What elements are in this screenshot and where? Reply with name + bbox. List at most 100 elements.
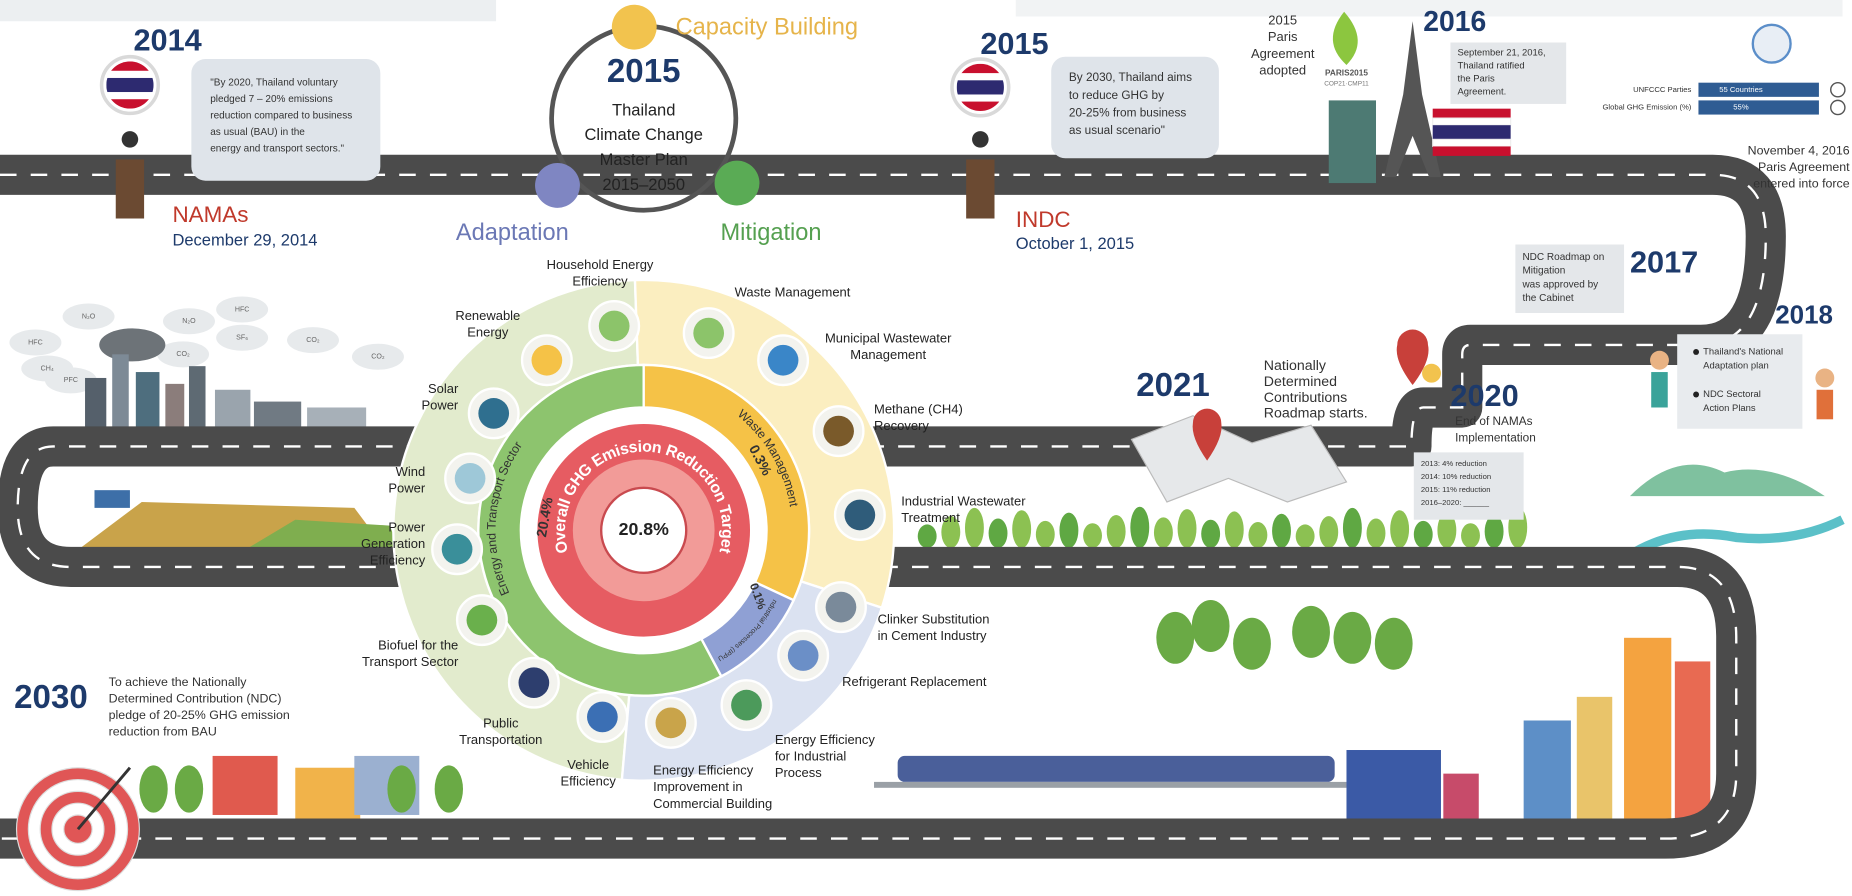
tractor [94,490,129,508]
measure-label: Transport Sector [362,654,459,669]
label: 2015 [607,53,681,90]
label: Capacity Building [676,15,858,41]
label: By 2030, Thailand aims [1069,70,1192,84]
measure-label: Renewable [455,308,520,323]
label: Adaptation plan [1703,361,1769,372]
tree [139,765,167,812]
park [1630,465,1825,496]
label: Agreement. [1458,87,1507,98]
label: 20-25% from business [1069,106,1186,120]
thai-flag-stripe [957,80,1004,94]
measure-label: Energy [467,325,509,340]
house [213,756,278,815]
measure-label: Industrial Wastewater [901,493,1026,508]
measure-icon-glyph [587,702,618,733]
cycle-dot [612,5,657,50]
measure-label: Vehicle [567,757,609,772]
measure-label: for Industrial [775,749,847,764]
label: End of NAMAs [1455,414,1532,428]
measure-label: Improvement in [653,779,742,794]
measure-icon-glyph [599,311,630,342]
person [1650,351,1669,370]
label: Paris Agreement [1758,160,1850,174]
pollutant-label: HFC [235,305,250,313]
label: Climate Change [584,125,702,144]
podium [966,159,994,218]
tree [1192,600,1230,652]
measure-icon-glyph [731,690,762,721]
tree [1319,516,1338,548]
page-body: { "nama": {"year": "2014", "quote": ["\"… [0,0,1852,896]
measure-icon-glyph [519,667,550,698]
label: 2015 [980,26,1048,61]
label: Nationally [1264,358,1327,374]
cycle-dot [535,163,580,208]
tree [175,765,203,812]
tree [1156,612,1194,664]
label: 2016 [1423,6,1486,38]
tree [1485,515,1504,548]
label: reduction from BAU [109,725,217,739]
label: November 4, 2016 [1748,143,1850,157]
label: To achieve the Nationally [109,675,248,689]
bullet [1693,349,1699,355]
label: Thailand ratified [1458,61,1525,72]
label: Action Plans [1703,403,1756,414]
page: body { margin: 0; font-family: "Liberati… [0,0,1852,896]
label: NDC Roadmap on [1522,252,1604,263]
tree [1036,521,1055,548]
measure-label: Clinker Substitution [878,612,990,627]
label: entered into force [1753,177,1850,191]
tree [1272,514,1291,548]
label: 55% [1733,103,1749,112]
label: Global GHG Emission (%) [1602,103,1691,112]
measure-label: Efficiency [370,552,426,567]
label: the Cabinet [1522,293,1573,304]
measure-label: Power [388,480,425,495]
measure-icon-glyph [768,345,799,376]
thai-flag-stripe [1433,109,1511,118]
speaker [972,131,989,148]
measure-label: Energy Efficiency [775,732,876,747]
label: Implementation [1455,430,1536,444]
pollutant-label: CO₂ [176,350,190,358]
pollutant-label: PFC [64,376,78,384]
measure-icon-glyph [823,416,854,447]
tree [1012,510,1031,548]
check-icon [1831,100,1845,114]
tree [918,524,937,548]
label: Paris [1268,29,1298,44]
person [1815,369,1834,388]
thai-flag-stripe [106,92,153,99]
tree [1375,618,1413,670]
building [1577,697,1612,839]
label: INDC [1016,207,1071,232]
label: Thailand's National [1703,346,1783,357]
measure-icon-glyph [478,398,509,429]
measure-label: Power [388,519,425,534]
label: to reduce GHG by [1069,88,1164,102]
measure-label: Efficiency [572,274,628,289]
label: was approved by [1521,279,1598,290]
tree [1201,520,1220,548]
target-value: 20.8% [619,519,669,539]
thai-flag-stripe [1433,146,1511,155]
label: October 1, 2015 [1016,234,1134,253]
measure-label: Commercial Building [653,796,772,811]
measure-label: Household Energy [547,257,654,272]
tree [1130,507,1149,548]
tree [1225,511,1244,548]
label: adopted [1259,62,1306,77]
building [1346,750,1440,821]
label: pledged 7 – 20% emissions [210,94,333,105]
label: Determined Contribution (NDC) [109,692,282,706]
tree [1296,524,1315,548]
label: 2015 [1268,13,1297,28]
label: 55 Countries [1719,85,1763,94]
eiffel-tower [1384,21,1441,177]
label: 2030 [14,679,88,716]
measure-label: Municipal Wastewater [825,330,952,345]
label: as usual scenario" [1069,123,1165,137]
pollutant-label: CO₂ [306,336,320,344]
label: reduction compared to business [210,110,352,121]
